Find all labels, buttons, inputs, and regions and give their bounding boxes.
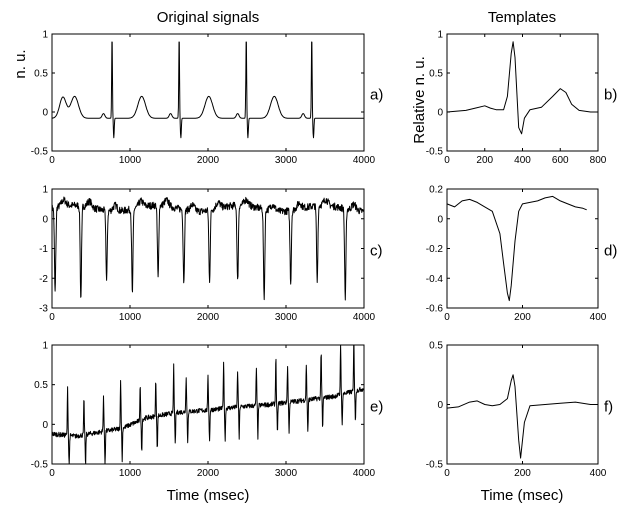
plot-area-e [51, 344, 365, 465]
panel-e: 0 1000 2000 3000 4000-0.500.51e) [31, 341, 384, 480]
ytick-label-b: 1 [437, 30, 443, 41]
plot-area-c [51, 188, 365, 309]
xtick-label-e: 4000 [353, 468, 376, 479]
series-line-e [51, 344, 365, 465]
ytick-label-d: -0.2 [426, 244, 444, 255]
series-line-d [446, 195, 587, 302]
xtick-label-e: 3000 [275, 468, 298, 479]
ytick-label-c: 1 [42, 185, 48, 196]
xlabel-right: Time (msec) [481, 487, 564, 504]
xtick-label-d: 400 [590, 312, 607, 323]
ytick-label-e: -0.5 [31, 460, 49, 471]
panel-f: 0 200 400-0.500.5f) [426, 341, 613, 480]
panel-label-e: e) [370, 399, 383, 416]
ytick-label-a: 0 [42, 108, 48, 119]
ylabel-right: Relative n. u. [411, 56, 428, 144]
ytick-label-a: 0.5 [34, 69, 48, 80]
xtick-label-c: 2000 [197, 312, 220, 323]
panel-a: 0 1000 2000 3000 4000-0.500.51a) [31, 30, 384, 167]
xtick-label-c: 1000 [119, 312, 142, 323]
xtick-label-a: 3000 [275, 155, 298, 166]
plot-area-d [446, 188, 599, 309]
ytick-label-b: -0.5 [426, 147, 444, 158]
plot-area-b [446, 33, 599, 152]
xtick-label-b: 800 [590, 155, 607, 166]
xtick-label-a: 2000 [197, 155, 220, 166]
xtick-label-a: 1000 [119, 155, 142, 166]
ytick-label-d: -0.6 [426, 304, 444, 315]
xtick-label-b: 200 [476, 155, 493, 166]
ytick-label-e: 0.5 [34, 380, 48, 391]
xtick-label-e: 0 [49, 468, 55, 479]
plot-area-a [51, 33, 365, 152]
ytick-label-e: 0 [42, 420, 48, 431]
series-line-a [51, 41, 365, 139]
panel-label-b: b) [604, 87, 617, 104]
ylabel-left: n. u. [12, 49, 29, 78]
ytick-label-c: -1 [39, 244, 48, 255]
xtick-label-d: 0 [444, 312, 450, 323]
xlabel-left: Time (msec) [167, 487, 250, 504]
ytick-label-d: 0.2 [429, 185, 443, 196]
xtick-label-e: 2000 [197, 468, 220, 479]
ytick-label-a: -0.5 [31, 147, 49, 158]
xtick-label-f: 200 [514, 468, 531, 479]
xtick-label-c: 3000 [275, 312, 298, 323]
xtick-label-f: 400 [590, 468, 607, 479]
ytick-label-b: 0 [437, 108, 443, 119]
xtick-label-a: 4000 [353, 155, 376, 166]
ytick-label-c: -2 [39, 274, 48, 285]
xtick-label-b: 600 [552, 155, 569, 166]
series-line-f [446, 374, 598, 459]
ytick-label-c: 0 [42, 214, 48, 225]
ytick-label-c: -3 [39, 304, 48, 315]
xtick-label-b: 0 [444, 155, 450, 166]
ytick-label-f: -0.5 [426, 460, 444, 471]
xtick-label-c: 0 [49, 312, 55, 323]
series-line-b [446, 41, 598, 135]
ytick-label-d: -0.4 [426, 274, 444, 285]
header-left: Original signals [157, 9, 260, 26]
panel-label-d: d) [604, 243, 617, 260]
ytick-label-e: 1 [42, 341, 48, 352]
xtick-label-a: 0 [49, 155, 55, 166]
ytick-label-a: 1 [42, 30, 48, 41]
xtick-label-d: 200 [514, 312, 531, 323]
panel-label-f: f) [604, 399, 613, 416]
ytick-label-b: 0.5 [429, 69, 443, 80]
xtick-label-e: 1000 [119, 468, 142, 479]
panel-b: 0 200 400 600 800-0.500.51b) [426, 30, 618, 167]
header-right: Templates [488, 9, 556, 26]
panel-d: 0 200 400 -0.6 -0.4 -0.2 0 0.2 d) [426, 185, 618, 324]
ytick-label-f: 0.5 [429, 341, 443, 352]
panel-c: 0 1000 2000 3000 4000 -3 -2 -1 0 1 c) [39, 185, 382, 324]
series-line-c [51, 196, 365, 301]
xtick-label-b: 400 [514, 155, 531, 166]
xtick-label-f: 0 [444, 468, 450, 479]
plot-area-f [446, 344, 599, 465]
panel-label-c: c) [370, 243, 383, 260]
panel-label-a: a) [370, 87, 383, 104]
ytick-label-d: 0 [437, 214, 443, 225]
xtick-label-c: 4000 [353, 312, 376, 323]
ytick-label-f: 0 [437, 400, 443, 411]
